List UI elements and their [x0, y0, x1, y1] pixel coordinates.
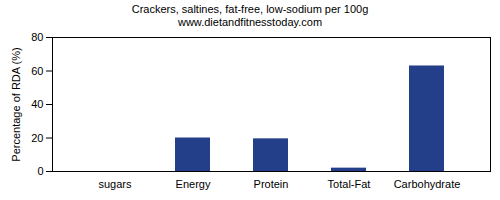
svg-text:40: 40	[31, 98, 43, 110]
html-text:www.dietandfitnesstoday.com: www.dietandfitnesstoday.com	[178, 16, 322, 28]
svg-text:Energy: Energy	[176, 178, 211, 190]
svg-text:Carbohydrate: Carbohydrate	[394, 178, 461, 190]
svg-text:20: 20	[31, 132, 43, 144]
svg-text:sugars: sugars	[98, 178, 132, 190]
svg-text:60: 60	[31, 65, 43, 77]
svg-text:0: 0	[37, 165, 43, 177]
svg-text:Protein: Protein	[254, 178, 289, 190]
html-text:Crackers, saltines, fat-free,: Crackers, saltines, fat-free, low-sodium…	[131, 3, 369, 15]
svg-text:80: 80	[31, 31, 43, 43]
svg-text:Percentage of RDA (%): Percentage of RDA (%)	[10, 47, 22, 161]
svg-text:Total-Fat: Total-Fat	[328, 178, 371, 190]
